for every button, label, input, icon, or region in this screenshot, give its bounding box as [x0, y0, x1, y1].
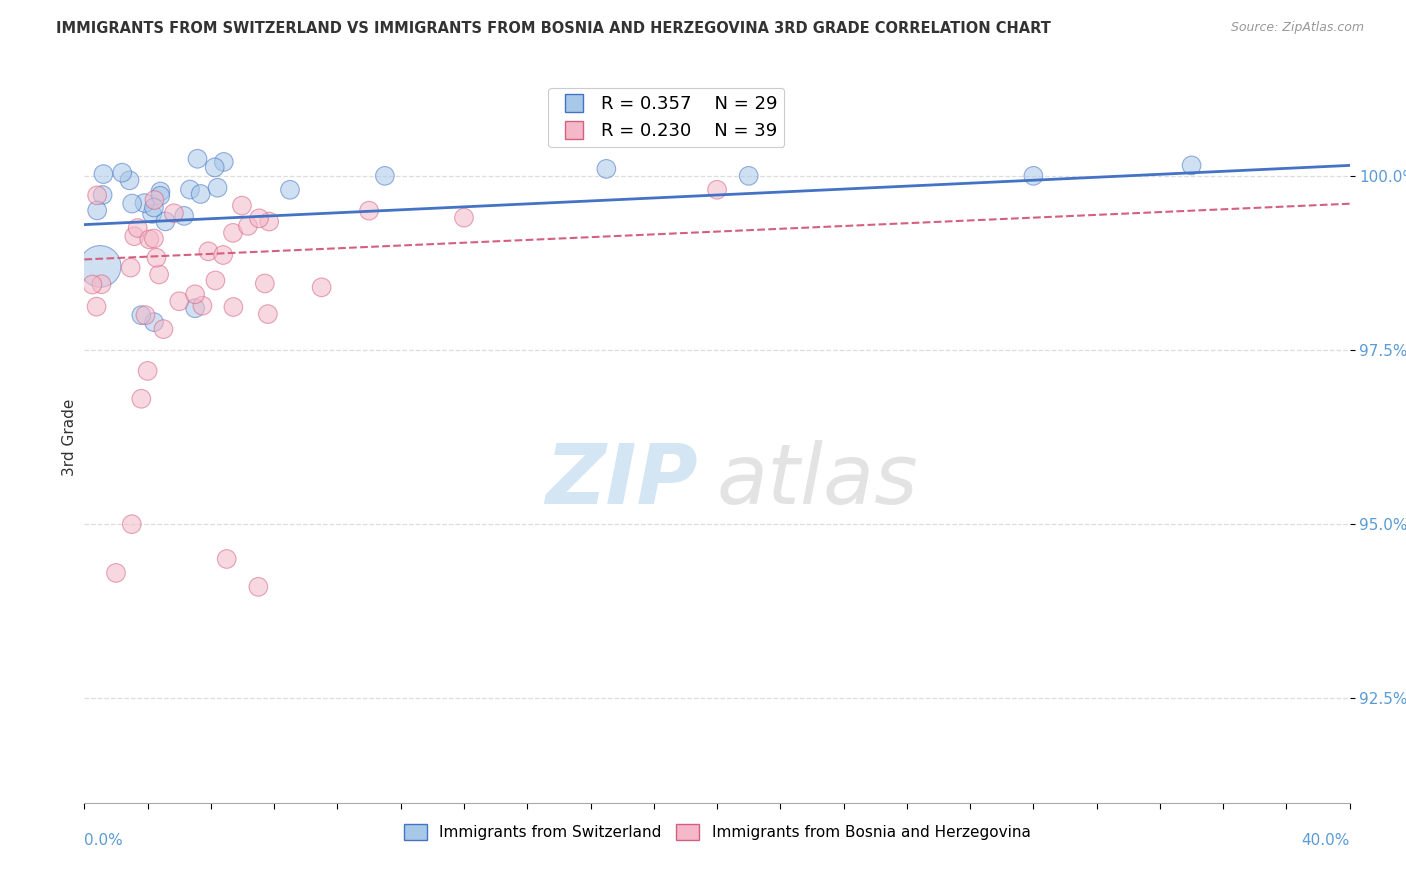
Point [247, 580, 270, 594]
Point [1022, 169, 1045, 183]
Point [127, 221, 149, 235]
Point [204, 273, 226, 287]
Point [374, 169, 396, 183]
Point [1181, 158, 1204, 172]
Point [134, 308, 156, 322]
Point [169, 294, 191, 309]
Point [93, 167, 115, 181]
Point [143, 231, 166, 245]
Point [212, 248, 235, 262]
Point [118, 173, 141, 187]
Point [197, 244, 219, 259]
Point [111, 166, 134, 180]
Point [163, 206, 186, 220]
Text: IMMIGRANTS FROM SWITZERLAND VS IMMIGRANTS FROM BOSNIA AND HERZEGOVINA 3RD GRADE : IMMIGRANTS FROM SWITZERLAND VS IMMIGRANT… [56, 21, 1052, 36]
Point [149, 188, 172, 202]
Point [82, 277, 104, 292]
Point [129, 392, 153, 406]
Point [120, 260, 142, 275]
Point [212, 155, 235, 169]
Point [173, 209, 195, 223]
Point [143, 193, 166, 207]
Y-axis label: 3rd Grade: 3rd Grade [62, 399, 77, 475]
Point [231, 199, 253, 213]
Point [311, 280, 333, 294]
Point [207, 180, 229, 194]
Point [706, 183, 728, 197]
Point [278, 183, 301, 197]
Point [105, 566, 127, 580]
Point [359, 203, 381, 218]
Point [136, 364, 159, 378]
Point [149, 185, 172, 199]
Point [184, 287, 207, 301]
Text: 40.0%: 40.0% [1302, 833, 1350, 848]
Point [257, 214, 280, 228]
Point [152, 322, 174, 336]
Point [253, 277, 276, 291]
Point [134, 196, 156, 211]
Legend: Immigrants from Switzerland, Immigrants from Bosnia and Herzegovina: Immigrants from Switzerland, Immigrants … [398, 818, 1036, 847]
Point [215, 552, 238, 566]
Point [155, 214, 177, 228]
Text: ZIP: ZIP [546, 441, 699, 522]
Point [121, 196, 143, 211]
Point [122, 229, 145, 244]
Point [179, 183, 201, 197]
Point [191, 299, 214, 313]
Point [222, 300, 245, 314]
Point [257, 307, 280, 321]
Point [141, 207, 163, 221]
Text: Source: ZipAtlas.com: Source: ZipAtlas.com [1230, 21, 1364, 34]
Point [186, 152, 208, 166]
Point [453, 211, 475, 225]
Text: atlas: atlas [717, 441, 918, 522]
Point [86, 188, 108, 202]
Text: 0.0%: 0.0% [84, 833, 124, 848]
Point [90, 277, 112, 292]
Point [121, 517, 143, 532]
Point [236, 219, 259, 233]
Point [86, 203, 108, 218]
Point [184, 301, 207, 316]
Point [129, 308, 153, 322]
Point [86, 300, 108, 314]
Point [138, 232, 160, 246]
Point [247, 211, 270, 226]
Point [142, 201, 165, 215]
Point [595, 161, 617, 176]
Point [222, 226, 245, 240]
Point [148, 268, 170, 282]
Point [738, 169, 761, 183]
Point [204, 161, 226, 175]
Point [190, 186, 212, 201]
Point [89, 260, 111, 274]
Point [143, 315, 166, 329]
Point [91, 188, 114, 202]
Point [145, 251, 167, 265]
